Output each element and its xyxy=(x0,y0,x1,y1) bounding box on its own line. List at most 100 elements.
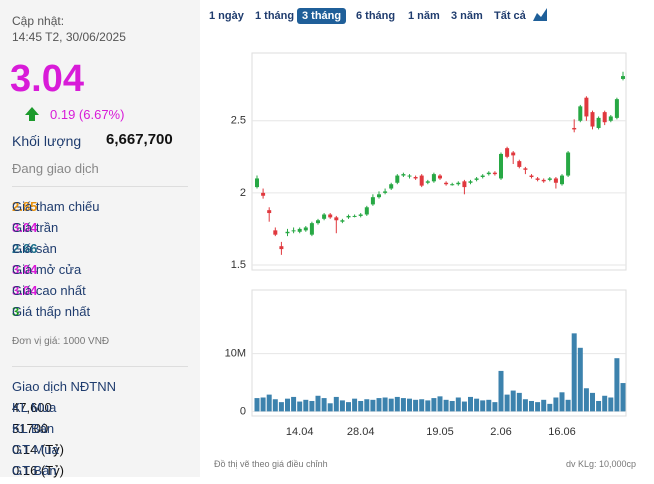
candle-body xyxy=(444,182,449,185)
foreign-row: KL Bán 51700 xyxy=(12,421,188,442)
candle-body xyxy=(499,153,503,179)
volume-bar xyxy=(590,392,595,412)
range-tab[interactable]: 1 ngày xyxy=(209,10,244,22)
candle-body xyxy=(401,174,406,176)
candle-body xyxy=(517,161,522,167)
foreign-row: GT Bán 0.16 (Tỷ) xyxy=(12,463,188,484)
volume-bar xyxy=(407,398,412,412)
volume-bar xyxy=(254,398,260,412)
volume-bar xyxy=(364,399,370,412)
stat-label: Giá tham chiếu xyxy=(12,199,100,214)
volume-bar xyxy=(339,400,345,412)
candle-body xyxy=(285,231,290,234)
stat-label: Giá cao nhất xyxy=(12,283,86,298)
volume-bar xyxy=(571,333,577,412)
candle-body xyxy=(456,182,461,185)
volume-bar xyxy=(529,400,534,412)
volume-bar xyxy=(358,400,364,412)
stat-value: 2.85 xyxy=(12,199,38,214)
stat-row: Giá sàn 2.66 xyxy=(12,241,188,262)
volume-bar xyxy=(602,395,608,412)
foreign-label: KL Mua xyxy=(12,400,57,415)
candle-body xyxy=(547,178,552,180)
range-tab[interactable]: Tất cả xyxy=(494,10,526,22)
volume-bar xyxy=(480,400,486,412)
volume-bar xyxy=(291,396,297,412)
stat-value: 3 xyxy=(12,304,20,319)
candle-body xyxy=(535,178,540,180)
price-change: 0.19 (6.67%) xyxy=(50,107,125,122)
volume-bar xyxy=(400,398,406,412)
volume-bar xyxy=(583,388,589,412)
range-tab[interactable]: 6 tháng xyxy=(356,10,396,22)
stat-row: Giá thấp nhất 3 xyxy=(12,304,188,325)
candle-body xyxy=(431,174,436,182)
range-tab[interactable]: 1 năm xyxy=(408,10,440,22)
range-tab[interactable]: 3 tháng xyxy=(297,8,347,24)
candle-body xyxy=(492,172,497,175)
updated-time: 14:45 T2, 30/06/2025 xyxy=(12,30,126,44)
candle-body xyxy=(346,215,351,218)
stat-row: Giá tham chiếu 2.85 xyxy=(12,199,188,220)
volume-bar xyxy=(510,390,516,412)
volume-bar xyxy=(260,397,266,412)
volume-bar xyxy=(565,399,571,412)
candle-body xyxy=(566,152,571,176)
y-tick-label: 2 xyxy=(240,187,246,199)
foreign-label: GT Mua xyxy=(12,442,59,457)
candle-body xyxy=(480,175,485,177)
stat-row: Giá cao nhất 3.04 xyxy=(12,283,188,304)
volume-bar xyxy=(461,401,467,412)
y-tick-label: 1.5 xyxy=(231,259,246,271)
volume-bar xyxy=(449,400,455,412)
volume-bar xyxy=(547,403,553,412)
candle-body xyxy=(340,220,345,222)
stat-value: 3.04 xyxy=(12,220,38,235)
chart-type-icon[interactable] xyxy=(532,6,548,22)
candle-body xyxy=(322,214,327,219)
volume-bar xyxy=(278,402,284,412)
volume-bar xyxy=(376,398,382,412)
candle-body xyxy=(370,197,375,205)
candle-body xyxy=(553,178,558,183)
volume-bar xyxy=(522,399,528,412)
candle-body xyxy=(523,168,528,170)
volume-bar xyxy=(272,399,278,412)
candle-body xyxy=(309,223,314,235)
foreign-label: GT Bán xyxy=(12,463,57,478)
volume-bar xyxy=(303,399,309,412)
volume-bar xyxy=(535,402,541,412)
volume-bar xyxy=(388,398,394,412)
volume-bar xyxy=(333,396,339,412)
candle-body xyxy=(468,181,473,183)
y-tick-label: 2.5 xyxy=(231,115,246,127)
volume-bar xyxy=(266,394,272,412)
stat-value: 2.66 xyxy=(12,241,38,256)
volume-bar xyxy=(614,358,620,412)
volume-bar xyxy=(443,399,449,412)
stat-label: Giá trần xyxy=(12,220,59,235)
volume-bar xyxy=(474,398,480,412)
candle-body xyxy=(560,175,564,185)
volume-bar xyxy=(419,399,425,412)
volume-bar xyxy=(596,400,602,412)
volume-bar xyxy=(352,398,358,412)
candle-body xyxy=(383,191,388,193)
volume-bar xyxy=(425,400,431,412)
range-tab[interactable]: 1 tháng xyxy=(255,10,295,22)
volume-bar xyxy=(620,383,626,412)
foreign-value: 0.14 (Tỷ) xyxy=(12,442,65,457)
candle-body xyxy=(358,214,363,216)
volume-bar xyxy=(492,402,498,412)
candle-body xyxy=(590,112,595,127)
x-tick-label: 28.04 xyxy=(347,426,375,438)
range-tab[interactable]: 3 năm xyxy=(451,10,483,22)
volume-bar xyxy=(394,396,400,412)
volume-bar xyxy=(327,403,333,412)
candle-body xyxy=(450,184,455,186)
candle-body xyxy=(486,172,491,175)
stat-label: Giá thấp nhất xyxy=(12,304,91,319)
volume-bar xyxy=(309,400,315,412)
volume-bar xyxy=(504,394,510,412)
y-tick-label: 10M xyxy=(225,347,246,359)
